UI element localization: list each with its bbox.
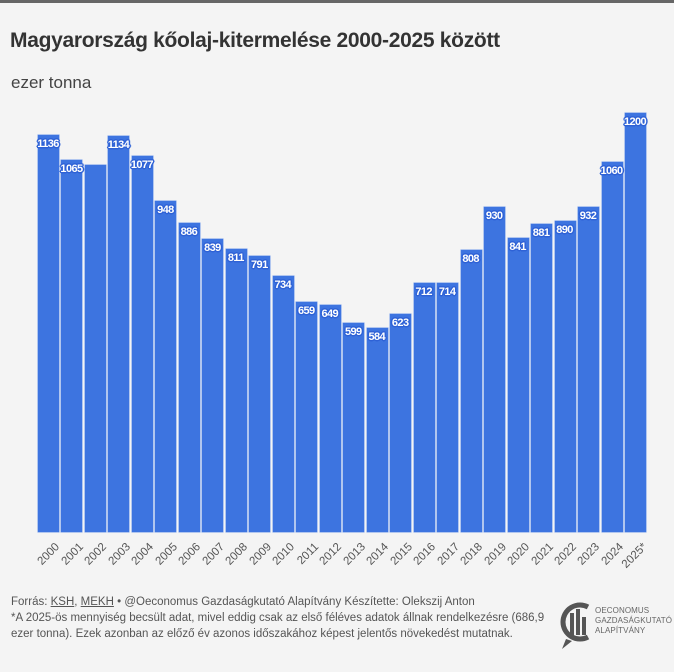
- bar-2011[interactable]: [296, 301, 318, 532]
- bar-value-label: 930: [485, 210, 503, 223]
- bar-value-label: 1060: [600, 164, 623, 177]
- bar-value-label: 584: [368, 331, 385, 344]
- bar-2005[interactable]: [155, 200, 177, 532]
- bar-2012[interactable]: [319, 305, 341, 532]
- bar-2006[interactable]: [178, 222, 200, 532]
- x-tick-label: 2014: [364, 541, 392, 568]
- bar-value-label: 808: [462, 252, 479, 265]
- x-tick-label: 2009: [247, 541, 274, 568]
- x-tick-label: 2017: [435, 541, 462, 568]
- x-tick-label: 2002: [82, 541, 110, 568]
- x-tick-label: 2018: [458, 541, 486, 568]
- x-tick-label: 2008: [223, 541, 251, 568]
- bar-2010[interactable]: [272, 275, 294, 532]
- logo-text: OECONOMUS GAZDASÁGKUTATÓ ALAPÍTVÁNY: [595, 606, 672, 636]
- logo-line-1: OECONOMUS: [595, 606, 650, 615]
- x-tick-label: 2004: [129, 541, 157, 568]
- bar-value-label: 714: [438, 285, 456, 298]
- x-tick-label: 2003: [106, 541, 133, 568]
- bar-2022[interactable]: [554, 221, 576, 532]
- bar-value-label: 932: [579, 209, 597, 222]
- bar-2024[interactable]: [601, 161, 623, 532]
- x-tick-label: 2006: [176, 541, 204, 568]
- bar-value-label: 1136: [37, 138, 59, 151]
- x-tick-label: 2005: [153, 541, 180, 568]
- bar-2007[interactable]: [202, 239, 224, 532]
- bar-chart: 1136 2000 1065 2001 2002 1134 2003 1077 2004 948 2…: [35, 113, 650, 571]
- source-line: Forrás: KSH, MEKH • @Oeconomus Gazdaságk…: [11, 594, 551, 610]
- bar-2017[interactable]: [437, 282, 459, 532]
- footer: Forrás: KSH, MEKH • @Oeconomus Gazdaságk…: [11, 594, 551, 642]
- bar-value-label: 881: [532, 227, 550, 240]
- bar-2008[interactable]: [225, 248, 247, 532]
- x-tick-label: 2010: [270, 541, 298, 568]
- x-tick-label: 2000: [35, 541, 63, 568]
- bar-2018[interactable]: [460, 249, 482, 532]
- bar-value-label: 811: [227, 251, 245, 264]
- oeconomus-logo: OECONOMUS GAZDASÁGKUTATÓ ALAPÍTVÁNY: [558, 599, 674, 651]
- x-tick-label: 2013: [341, 541, 368, 568]
- logo-line-2: GAZDASÁGKUTATÓ: [595, 616, 673, 625]
- x-tick-label: 2022: [552, 541, 580, 568]
- bar-value-label: 1065: [60, 163, 83, 176]
- bar-2014[interactable]: [366, 328, 388, 532]
- x-tick-label: 2001: [59, 541, 86, 568]
- bar-2015[interactable]: [390, 314, 412, 532]
- bar-2000[interactable]: [38, 135, 59, 532]
- bar-value-label: 886: [180, 225, 198, 238]
- x-tick-label: 2007: [200, 541, 227, 568]
- bar-value-label: 659: [297, 304, 315, 317]
- logo-mark-icon: [560, 602, 590, 649]
- bar-2019[interactable]: [484, 207, 506, 532]
- bar-value-label: 599: [344, 325, 362, 338]
- bar-2020[interactable]: [507, 238, 529, 532]
- source-prefix: Forrás:: [11, 596, 51, 608]
- bar-value-label: 734: [274, 278, 292, 291]
- x-tick-label: 2025*: [619, 541, 650, 571]
- bar-2013[interactable]: [343, 322, 365, 532]
- bar-value-label: 649: [321, 308, 339, 321]
- source-link-mekh[interactable]: MEKH: [80, 596, 114, 608]
- x-tick-label: 2023: [575, 541, 603, 568]
- bar-2023[interactable]: [578, 206, 600, 532]
- x-tick-label: 2012: [317, 541, 345, 568]
- source-separator: ,: [74, 596, 81, 608]
- bar-value-label: 839: [204, 242, 221, 255]
- top-strip: [0, 0, 674, 3]
- bar-value-label: 1134: [107, 139, 130, 152]
- x-tick-label: 2011: [294, 541, 321, 567]
- bar-2004[interactable]: [131, 155, 153, 532]
- chart-subtitle: ezer tonna: [11, 73, 92, 92]
- bar-value-label: 1200: [623, 116, 647, 128]
- bar-2003[interactable]: [108, 136, 130, 532]
- x-tick-label: 2019: [482, 541, 509, 568]
- bar-value-label: 841: [509, 241, 526, 254]
- bar-value-label: 890: [556, 224, 573, 237]
- bar-value-label: 623: [391, 317, 409, 330]
- x-tick-label: 2020: [505, 541, 533, 568]
- x-tick-label: 2021: [528, 541, 556, 568]
- bar-2001[interactable]: [61, 160, 83, 532]
- chart-title: Magyarország kőolaj-kitermelése 2000-202…: [10, 29, 500, 52]
- bar-2021[interactable]: [531, 224, 553, 532]
- bar-value-label: 1077: [130, 158, 154, 171]
- bar-2009[interactable]: [249, 255, 271, 532]
- bar-2016[interactable]: [413, 283, 435, 532]
- bar-value-label: 791: [251, 258, 268, 271]
- x-tick-label: 2016: [411, 541, 439, 568]
- x-tick-label: 2015: [388, 541, 415, 568]
- bar-2025[interactable]: [625, 113, 646, 532]
- bar-2002[interactable]: [84, 165, 106, 532]
- bar-value-label: 948: [157, 203, 174, 216]
- source-credit: • @Oeconomus Gazdaságkutató Alapítvány K…: [113, 596, 475, 608]
- bar-value-label: 712: [415, 286, 432, 299]
- logo-line-3: ALAPÍTVÁNY: [595, 626, 646, 635]
- footnote: *A 2025-ös mennyiség becsült adat, mivel…: [11, 612, 545, 640]
- source-link-ksh[interactable]: KSH: [50, 596, 75, 608]
